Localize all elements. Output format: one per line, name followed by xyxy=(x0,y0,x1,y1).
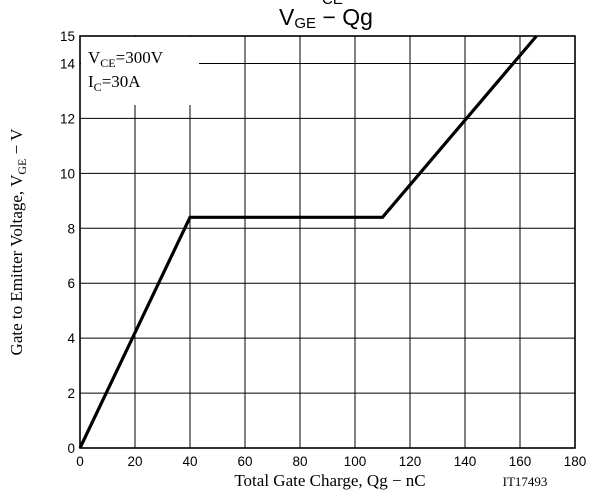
grid-lines xyxy=(80,36,575,448)
x-axis-label: Total Gate Charge, Qg − nC xyxy=(234,471,425,490)
title-subscript: GE xyxy=(294,15,316,32)
annotation-ic: IC=30A xyxy=(88,72,141,94)
x-tick-label: 140 xyxy=(454,454,477,469)
title-main: V xyxy=(279,4,295,30)
x-tick-label: 40 xyxy=(182,454,197,469)
y-tick-label: 2 xyxy=(67,386,75,401)
x-tick-label: 60 xyxy=(237,454,252,469)
y-tick-label: 6 xyxy=(67,276,75,291)
x-tick-label: 20 xyxy=(127,454,142,469)
x-tick-label: 80 xyxy=(292,454,307,469)
y-tick-label: 10 xyxy=(60,166,75,181)
chart-title: VGE − Qg xyxy=(279,4,373,32)
x-tick-label: 0 xyxy=(76,454,84,469)
annotation-vce: VCE=300V xyxy=(88,48,164,70)
title-top-fragment: CE xyxy=(322,0,343,8)
y-tick-label: 12 xyxy=(60,111,75,126)
y-tick-label: 4 xyxy=(67,331,75,346)
x-tick-label: 100 xyxy=(344,454,367,469)
y-tick-label: 8 xyxy=(67,221,75,236)
y-axis-label: Gate to Emitter Voltage, VGE − V xyxy=(7,128,29,356)
series-line xyxy=(78,34,538,449)
y-tick-label: 0 xyxy=(67,441,75,456)
y-tick-label: 15 xyxy=(60,29,75,44)
title-rest: − Qg xyxy=(316,4,373,30)
figure-id: IT17493 xyxy=(503,474,548,489)
annotation-box xyxy=(81,37,199,105)
x-tick-label: 120 xyxy=(399,454,422,469)
y-tick-labels: 0 2 4 6 8 10 12 14 15 xyxy=(60,29,76,456)
y-tick-label: 14 xyxy=(60,56,76,71)
x-tick-label: 180 xyxy=(564,454,587,469)
plot-frame xyxy=(79,35,576,449)
x-tick-labels: 0 20 40 60 80 100 120 140 160 180 xyxy=(76,454,586,469)
x-tick-label: 160 xyxy=(509,454,532,469)
